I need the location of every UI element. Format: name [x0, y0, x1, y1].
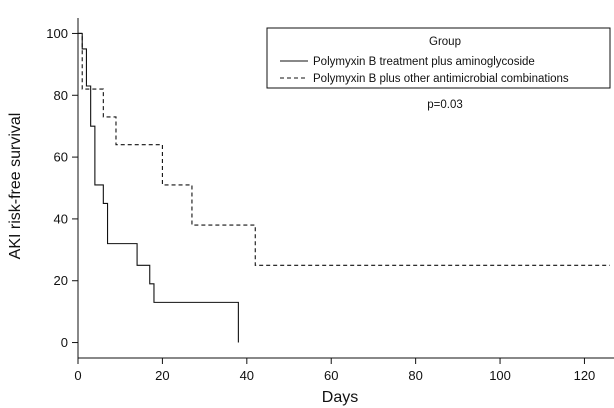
- series-0-step-line: [78, 32, 239, 343]
- legend: Group Polymyxin B treatment plus aminogl…: [266, 27, 611, 89]
- x-tick-label: 100: [489, 368, 511, 383]
- x-ticks: 0 20 40 60 80 100 120: [74, 358, 595, 383]
- y-tick-label: 0: [61, 335, 68, 350]
- x-tick-label: 0: [74, 368, 81, 383]
- legend-label-0: Polymyxin B treatment plus aminoglycosid…: [313, 56, 535, 68]
- series-layer: [78, 32, 610, 343]
- y-tick-label: 20: [54, 273, 68, 288]
- axes: 0 20 40 60 80 100 120 0 20 40 60 80 100: [46, 18, 614, 383]
- legend-title: Group: [429, 36, 461, 48]
- x-tick-label: 80: [408, 368, 422, 383]
- y-tick-label: 80: [54, 88, 68, 103]
- x-tick-label: 20: [155, 368, 169, 383]
- legend-label-1: Polymyxin B plus other antimicrobial com…: [313, 73, 569, 85]
- x-tick-label: 40: [240, 368, 254, 383]
- legend-box: [266, 27, 611, 89]
- y-axis-title: AKI risk-free survival: [7, 113, 24, 260]
- y-ticks: 0 20 40 60 80 100: [46, 26, 78, 350]
- series-1-step-line: [78, 32, 610, 266]
- x-tick-label: 60: [324, 368, 338, 383]
- y-tick-label: 60: [54, 150, 68, 165]
- y-tick-label: 100: [46, 26, 68, 41]
- x-tick-label: 120: [574, 368, 596, 383]
- x-axis-title: Days: [322, 389, 358, 406]
- p-value-annotation: p=0.03: [427, 99, 463, 111]
- y-tick-label: 40: [54, 211, 68, 226]
